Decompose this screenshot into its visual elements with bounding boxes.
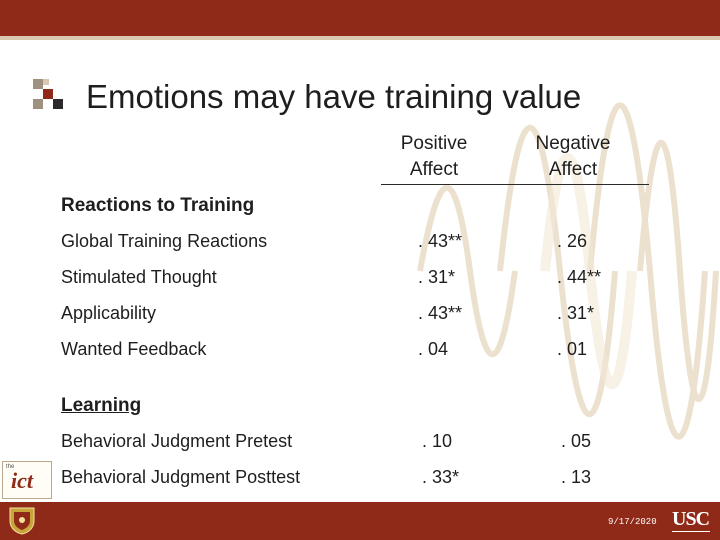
column-header-positive-line2: Affect xyxy=(409,159,459,180)
slide-title: Emotions may have training value xyxy=(86,78,582,115)
cell-negative: . 31* xyxy=(557,303,595,323)
cell-positive: . 33* xyxy=(422,467,460,487)
usc-logo-underline xyxy=(672,531,710,532)
column-header-negative-line2: Affect xyxy=(548,159,598,180)
section-heading-reactions: Reactions to Training xyxy=(61,195,255,216)
usc-logo: USC xyxy=(672,508,710,530)
ict-logo: the ict xyxy=(2,461,52,499)
row-label: Applicability xyxy=(61,303,157,323)
cell-negative: . 44** xyxy=(557,267,602,287)
footer-date: 9/17/2020 xyxy=(608,517,657,527)
cell-positive: . 10 xyxy=(422,431,453,451)
ict-logo-text: ict xyxy=(11,468,33,493)
cell-positive: . 04 xyxy=(418,339,449,359)
cell-negative: . 05 xyxy=(561,431,592,451)
bottom-banner xyxy=(0,502,720,540)
cell-positive: . 43** xyxy=(418,231,463,251)
row-label: Stimulated Thought xyxy=(61,267,217,287)
row-label: Global Training Reactions xyxy=(61,231,268,251)
column-header-positive: Positive Affect xyxy=(374,131,494,183)
top-rule xyxy=(0,36,720,40)
university-seal-icon xyxy=(9,507,35,535)
row-label: Behavioral Judgment Pretest xyxy=(61,431,293,451)
cell-negative: . 26 xyxy=(557,231,588,251)
cell-positive: . 31* xyxy=(418,267,456,287)
top-banner xyxy=(0,0,720,36)
cell-positive: . 43** xyxy=(418,303,463,323)
row-label: Wanted Feedback xyxy=(61,339,207,359)
row-label: Behavioral Judgment Posttest xyxy=(61,467,301,487)
column-header-negative-line1: Negative xyxy=(535,133,611,154)
section-heading-learning: Learning xyxy=(61,395,142,416)
cell-negative: . 13 xyxy=(561,467,592,487)
header-rule xyxy=(381,184,649,185)
column-header-negative: Negative Affect xyxy=(513,131,633,183)
title-bullet-icon xyxy=(33,79,65,111)
column-header-positive-line1: Positive xyxy=(400,133,468,154)
cell-negative: . 01 xyxy=(557,339,588,359)
